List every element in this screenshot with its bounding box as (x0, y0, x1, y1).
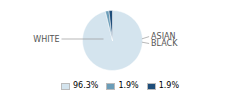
svg-text:WHITE: WHITE (33, 35, 59, 44)
svg-text:ASIAN: ASIAN (151, 32, 176, 42)
html-text:96.3%: 96.3% (73, 81, 99, 90)
svg-text:BLACK: BLACK (151, 39, 178, 48)
html-text:1.9%: 1.9% (118, 81, 139, 90)
html-text:1.9%: 1.9% (158, 81, 179, 90)
